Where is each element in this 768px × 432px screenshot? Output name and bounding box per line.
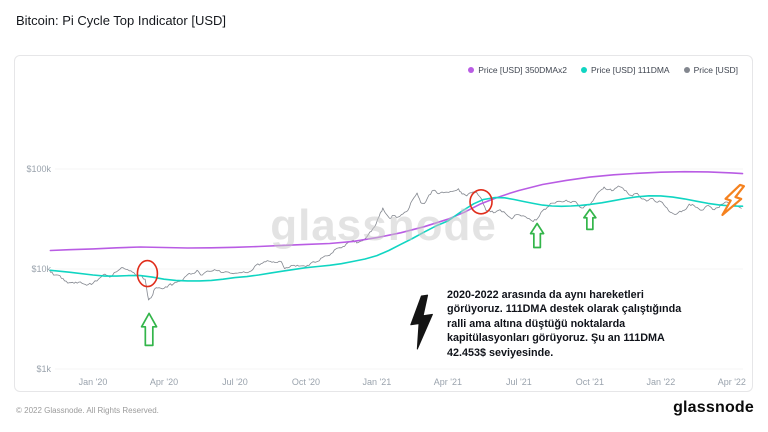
x-axis-tick-label: Jul '21 <box>506 377 532 387</box>
x-axis-tick-label: Apr '21 <box>434 377 462 387</box>
legend-dot-111dma-icon <box>581 67 588 73</box>
series-line-price-usd- <box>50 185 742 301</box>
legend-item-111dma[interactable]: Price [USD] 111DMA <box>581 65 670 75</box>
legend-item-price[interactable]: Price [USD] <box>683 65 738 75</box>
glassnode-logo[interactable]: glassnode <box>673 399 754 416</box>
legend-item-350dmax2[interactable]: Price [USD] 350DMAx2 <box>468 65 567 75</box>
current-level-bolt-annotation <box>721 183 746 217</box>
series-line-price-usd-350dmax2 <box>49 170 744 252</box>
legend-dot-350dmax2-icon <box>468 67 475 73</box>
y-axis-tick-label: $100k <box>26 164 51 174</box>
capitulation-circle-2020-annotation <box>136 259 159 288</box>
legend-label-350dmax2: Price [USD] 350DMAx2 <box>478 65 568 75</box>
page-title: Bitcoin: Pi Cycle Top Indicator [USD] <box>16 13 227 28</box>
x-axis-tick-label: Jan '21 <box>363 377 392 387</box>
x-axis-tick-label: Oct '20 <box>292 377 320 387</box>
y-axis-tick-label: $1k <box>36 364 51 374</box>
chart-card: $100k $10k $1k Jan '20 Apr '20 Jul '20 Oct '20… <box>14 55 753 392</box>
x-axis-tick-label: Jul '20 <box>222 377 248 387</box>
pi-cycle-cross-circle-2021-annotation <box>469 188 493 215</box>
legend-dot-price-icon <box>683 67 690 73</box>
x-axis-tick-label: Oct '21 <box>576 377 604 387</box>
annotation-note: 2020-2022 arasında da aynı hareketleri g… <box>447 289 682 359</box>
chart-canvas[interactable]: $100k $10k $1k Jan '20 Apr '20 Jul '20 Oct '20… <box>15 56 752 391</box>
x-axis-tick-label: Apr '20 <box>150 377 178 387</box>
chart-legend: Price [USD] 350DMAx2 Price [USD] 111DMA … <box>468 65 738 75</box>
support-arrow-oct-2021-annotation <box>583 208 597 231</box>
support-arrow-2020-annotation <box>140 312 158 347</box>
x-axis-tick-label: Jan '20 <box>79 377 108 387</box>
x-axis-tick-label: Apr '22 <box>718 377 746 387</box>
legend-label-price: Price [USD] <box>693 65 738 75</box>
legend-label-111dma: Price [USD] 111DMA <box>591 65 670 75</box>
copyright: © 2022 Glassnode. All Rights Reserved. <box>16 406 159 415</box>
note-bolt-annotation <box>410 294 433 350</box>
series-line-price-usd-111dma <box>49 195 744 282</box>
y-axis-tick-label: $10k <box>31 264 51 274</box>
support-arrow-jul-2021-annotation <box>529 222 545 249</box>
x-axis-tick-label: Jan '22 <box>646 377 675 387</box>
